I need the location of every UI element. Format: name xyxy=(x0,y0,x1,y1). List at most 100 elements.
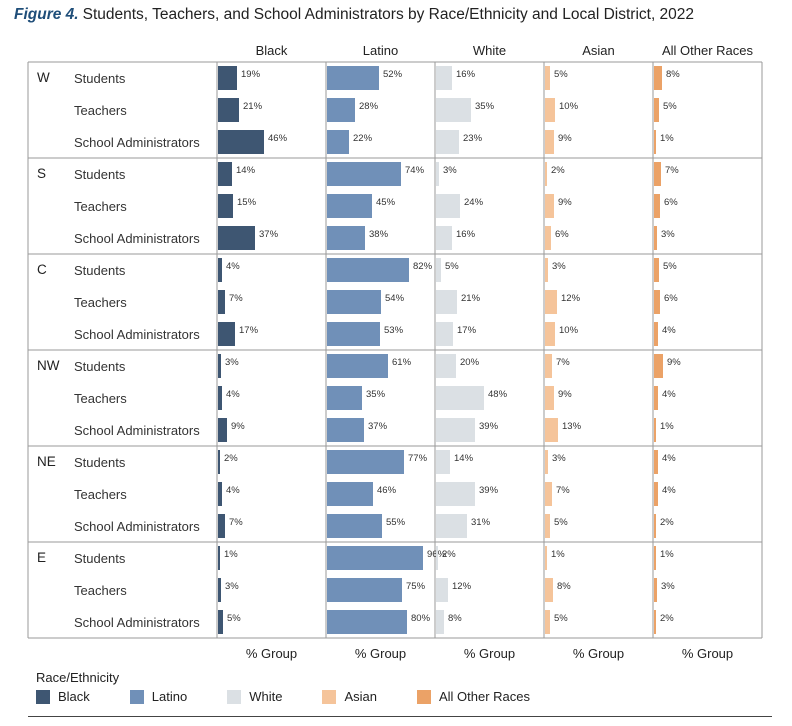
bar-e-school-administrators-black xyxy=(218,610,223,634)
bar-e-teachers-black xyxy=(218,578,221,602)
bar-s-school-administrators-asian xyxy=(545,226,551,250)
data-label: 4% xyxy=(662,389,676,400)
bar-ne-teachers-asian xyxy=(545,482,552,506)
data-label: 21% xyxy=(461,293,481,304)
x-axis-label: % Group xyxy=(464,646,515,661)
legend-item-all-other-races: All Other Races xyxy=(416,689,530,704)
bar-s-students-black xyxy=(218,162,232,186)
data-label: 9% xyxy=(558,133,572,144)
row-label: Teachers xyxy=(74,391,127,406)
bar-e-teachers-asian xyxy=(545,578,553,602)
data-label: 21% xyxy=(243,101,263,112)
data-label: 37% xyxy=(368,421,388,432)
legend-swatch xyxy=(36,689,50,704)
bar-ne-school-administrators-all-other-races xyxy=(654,514,656,538)
bar-e-teachers-latino xyxy=(327,578,402,602)
data-label: 2% xyxy=(442,549,456,560)
legend-label: Asian xyxy=(344,689,377,704)
data-label: 8% xyxy=(666,69,680,80)
bar-s-teachers-asian xyxy=(545,194,554,218)
bar-e-students-latino xyxy=(327,546,423,570)
bar-nw-school-administrators-asian xyxy=(545,418,558,442)
bar-ne-students-white xyxy=(436,450,450,474)
row-label: School Administrators xyxy=(74,615,200,630)
bar-e-students-all-other-races xyxy=(654,546,656,570)
data-label: 9% xyxy=(558,197,572,208)
bar-w-teachers-white xyxy=(436,98,471,122)
figure-title-text: Students, Teachers, and School Administr… xyxy=(82,6,695,23)
bottom-divider xyxy=(28,716,772,717)
bar-s-school-administrators-white xyxy=(436,226,452,250)
bar-chart: Black Latino White Asian All Other Races W Stu… xyxy=(27,43,763,661)
bar-c-students-all-other-races xyxy=(654,258,659,282)
data-label: 12% xyxy=(561,293,581,304)
legend-item-white: White xyxy=(227,689,282,704)
data-label: 6% xyxy=(664,293,678,304)
x-axis-label: % Group xyxy=(246,646,297,661)
legend-swatch xyxy=(227,689,242,704)
row-label: Students xyxy=(74,359,126,374)
bar-ne-students-black xyxy=(218,450,220,474)
bar-e-students-black xyxy=(218,546,220,570)
data-label: 23% xyxy=(463,133,483,144)
bar-s-teachers-latino xyxy=(327,194,372,218)
bar-nw-students-asian xyxy=(545,354,552,378)
row-label: School Administrators xyxy=(74,423,200,438)
data-label: 1% xyxy=(660,133,674,144)
row-label: Students xyxy=(74,455,126,470)
data-label: 4% xyxy=(226,389,240,400)
data-label: 4% xyxy=(662,325,676,336)
bar-nw-teachers-all-other-races xyxy=(654,386,658,410)
bar-w-school-administrators-latino xyxy=(327,130,349,154)
legend-item-latino: Latino xyxy=(129,689,187,704)
data-label: 2% xyxy=(660,517,674,528)
data-label: 8% xyxy=(448,613,462,624)
legend-swatch xyxy=(322,689,337,704)
bar-s-students-asian xyxy=(545,162,547,186)
bar-nw-school-administrators-latino xyxy=(327,418,364,442)
data-label: 31% xyxy=(471,517,491,528)
x-axis-label: % Group xyxy=(573,646,624,661)
column-header-latino: Latino xyxy=(363,43,398,58)
data-label: 53% xyxy=(384,325,404,336)
bar-e-school-administrators-white xyxy=(436,610,444,634)
data-label: 3% xyxy=(552,453,566,464)
data-label: 1% xyxy=(660,549,674,560)
legend: Race/Ethnicity Black Latino White Asian All … xyxy=(36,670,570,704)
bar-w-teachers-latino xyxy=(327,98,355,122)
data-label: 37% xyxy=(259,229,279,240)
bar-c-school-administrators-black xyxy=(218,322,235,346)
data-label: 82% xyxy=(413,261,433,272)
bar-ne-school-administrators-white xyxy=(436,514,467,538)
bar-w-students-latino xyxy=(327,66,379,90)
bar-nw-students-black xyxy=(218,354,221,378)
district-label-nw: NW xyxy=(37,358,60,373)
data-label: 46% xyxy=(377,485,397,496)
bar-w-teachers-all-other-races xyxy=(654,98,659,122)
bar-e-students-asian xyxy=(545,546,547,570)
data-label: 5% xyxy=(663,261,677,272)
bar-w-students-white xyxy=(436,66,452,90)
bar-e-school-administrators-asian xyxy=(545,610,550,634)
data-label: 28% xyxy=(359,101,379,112)
x-axis-label: % Group xyxy=(682,646,733,661)
bar-c-school-administrators-all-other-races xyxy=(654,322,658,346)
chart-title: Figure 4. Students, Teachers, and School … xyxy=(14,6,694,24)
data-label: 6% xyxy=(555,229,569,240)
bar-c-teachers-black xyxy=(218,290,225,314)
bar-s-school-administrators-black xyxy=(218,226,255,250)
data-label: 35% xyxy=(475,101,495,112)
bar-ne-teachers-black xyxy=(218,482,222,506)
data-label: 2% xyxy=(660,613,674,624)
row-label: School Administrators xyxy=(74,135,200,150)
data-label: 46% xyxy=(268,133,288,144)
legend-title: Race/Ethnicity xyxy=(36,670,120,685)
data-label: 10% xyxy=(559,325,579,336)
data-label: 7% xyxy=(229,293,243,304)
data-label: 15% xyxy=(237,197,257,208)
data-label: 24% xyxy=(464,197,484,208)
district-label-w: W xyxy=(37,70,50,85)
bar-w-students-asian xyxy=(545,66,550,90)
data-label: 12% xyxy=(452,581,472,592)
bar-c-teachers-latino xyxy=(327,290,381,314)
